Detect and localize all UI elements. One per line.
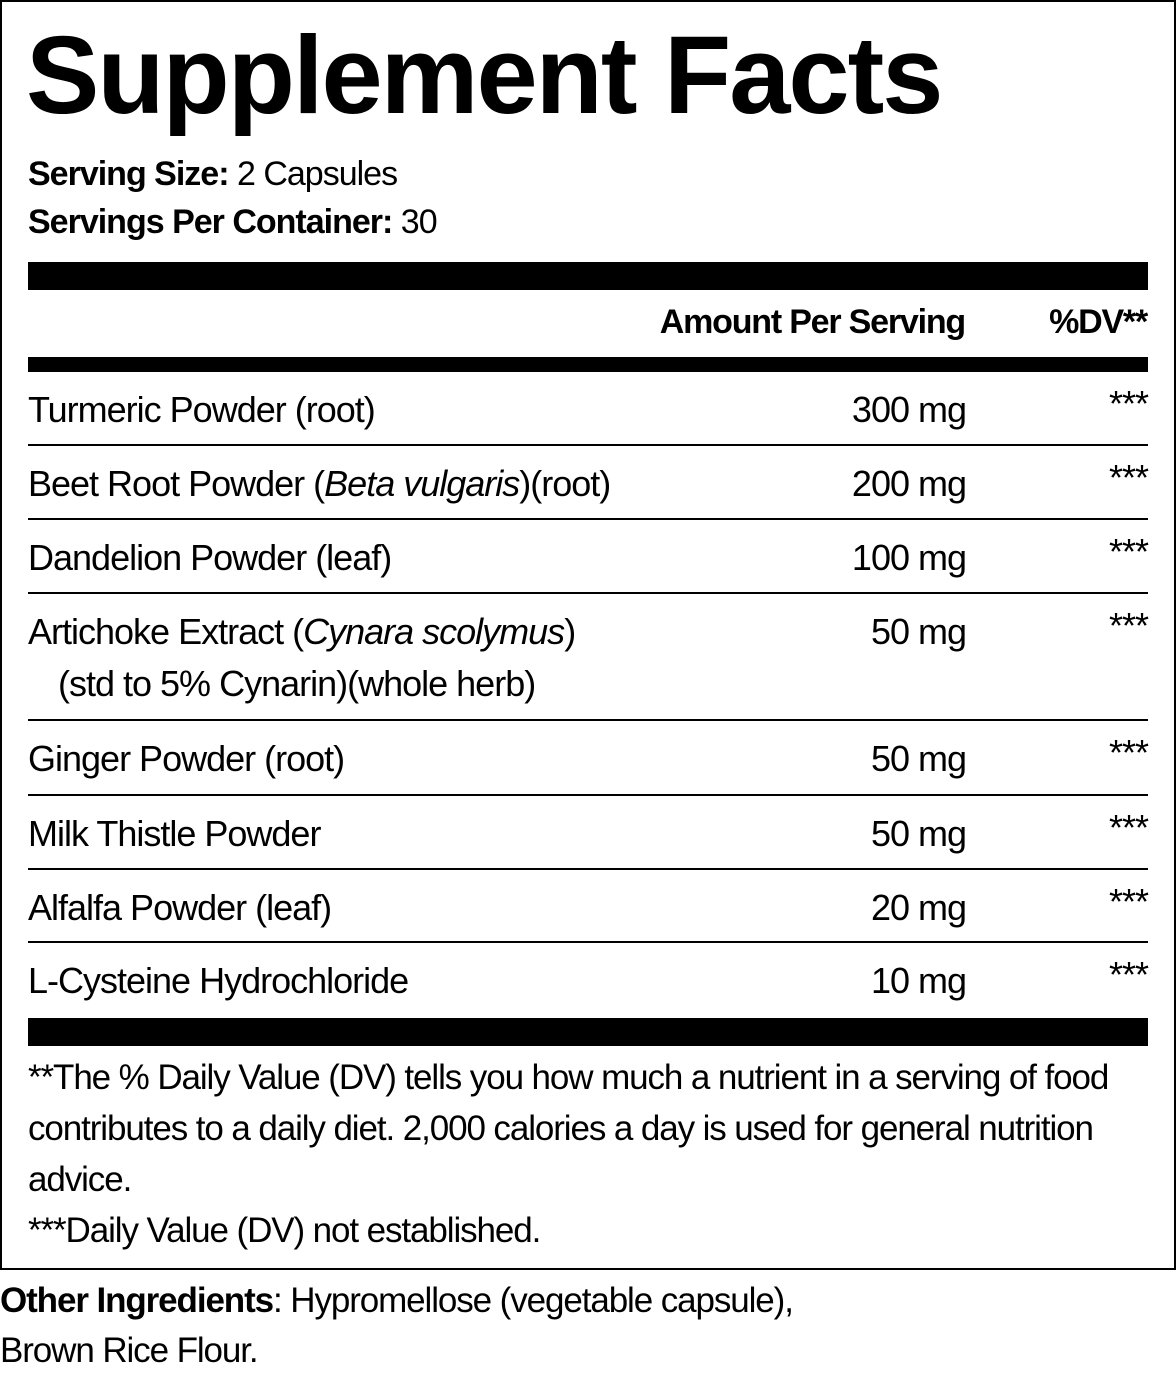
amount: 20 mg [870,887,967,928]
thick-rule [28,262,1148,290]
other-ingredients: Other Ingredients: Hypromellose (vegetab… [0,1276,794,1376]
servings-label: Servings Per Container: [28,203,393,241]
other-ingredients-text: : Hypromellose (vegetable capsule), [273,1281,794,1320]
daily-value: *** [1108,531,1149,572]
servings-per-container: Servings Per Container: 30 [28,202,438,242]
amount: 200 mg [851,463,967,504]
name-part: )(root) [519,463,611,504]
ingredient-name: Beet Root Powder (Beta vulgaris)(root) [28,462,611,506]
ingredient-row: Dandelion Powder (leaf) 100 mg *** [28,520,1149,594]
daily-value: *** [1108,732,1149,773]
ingredient-name: Artichoke Extract (Cynara scolymus) [28,610,576,654]
name-part: Alfalfa Powder (leaf) [28,887,332,928]
serving-size-label: Serving Size: [28,155,230,193]
name-part: Artichoke Extract ( [28,611,304,652]
daily-value: *** [1108,457,1149,498]
amount: 50 mg [870,813,967,854]
title: Supplement Facts [26,14,943,137]
daily-value: *** [1108,605,1149,646]
ingredient-row: Beet Root Powder (Beta vulgaris)(root) 20… [28,446,1149,520]
other-ingredients-text: Brown Rice Flour. [0,1331,259,1370]
other-ingredients-label: Other Ingredients [0,1281,274,1320]
ingredient-name: Milk Thistle Powder [28,812,321,856]
serving-size: Serving Size: 2 Capsules [28,154,398,194]
ingredient-row: Ginger Powder (root) 50 mg *** [28,721,1149,796]
ingredient-name: Dandelion Powder (leaf) [28,536,392,580]
ingredient-name: Ginger Powder (root) [28,737,345,781]
amount: 50 mg [870,611,967,652]
name-part: L-Cysteine Hydrochloride [28,960,409,1001]
footnote: ***Daily Value (DV) not established. [28,1211,541,1250]
ingredient-name: L-Cysteine Hydrochloride [28,959,409,1003]
serving-size-value: 2 Capsules [236,155,398,193]
name-part: Beta vulgaris [324,463,520,504]
daily-value: *** [1108,807,1149,848]
ingredient-row: Alfalfa Powder (leaf) 20 mg *** [28,870,1149,943]
ingredient-table: Turmeric Powder (root) 300 mg *** Beet Root… [28,372,1149,1018]
daily-value: *** [1108,954,1149,995]
facts-panel [0,0,1176,1270]
amount: 10 mg [870,960,967,1001]
name-part: ) [564,611,576,652]
name-part: Milk Thistle Powder [28,813,321,854]
daily-value: *** [1108,383,1149,424]
amount: 50 mg [870,738,967,779]
footnote: **The % Daily Value (DV) tells you how m… [28,1058,1109,1199]
footnotes: **The % Daily Value (DV) tells you how m… [28,1052,1138,1256]
ingredient-row: Milk Thistle Powder 50 mg *** [28,796,1149,870]
ingredient-row: Turmeric Powder (root) 300 mg *** [28,372,1149,446]
thick-rule [28,1018,1148,1046]
name-part: Turmeric Powder (root) [28,389,376,430]
ingredient-name: Alfalfa Powder (leaf) [28,886,332,930]
name-part: Beet Root Powder ( [28,463,325,504]
servings-value: 30 [400,203,438,241]
ingredient-name: Turmeric Powder (root) [28,388,376,432]
name-part: Dandelion Powder (leaf) [28,537,392,578]
daily-value: *** [1108,881,1149,922]
ingredient-row: Artichoke Extract (Cynara scolymus) (std … [28,594,1149,721]
dv-header: %DV** [1049,303,1148,341]
amount: 300 mg [851,389,967,430]
medium-rule [28,357,1148,372]
amount-header: Amount Per Serving [659,303,966,341]
amount: 100 mg [851,537,967,578]
ingredient-row: L-Cysteine Hydrochloride 10 mg *** [28,943,1149,1018]
name-part: Cynara scolymus [303,611,565,652]
ingredient-note: (std to 5% Cynarin)(whole herb) [58,663,536,704]
name-part: Ginger Powder (root) [28,738,345,779]
